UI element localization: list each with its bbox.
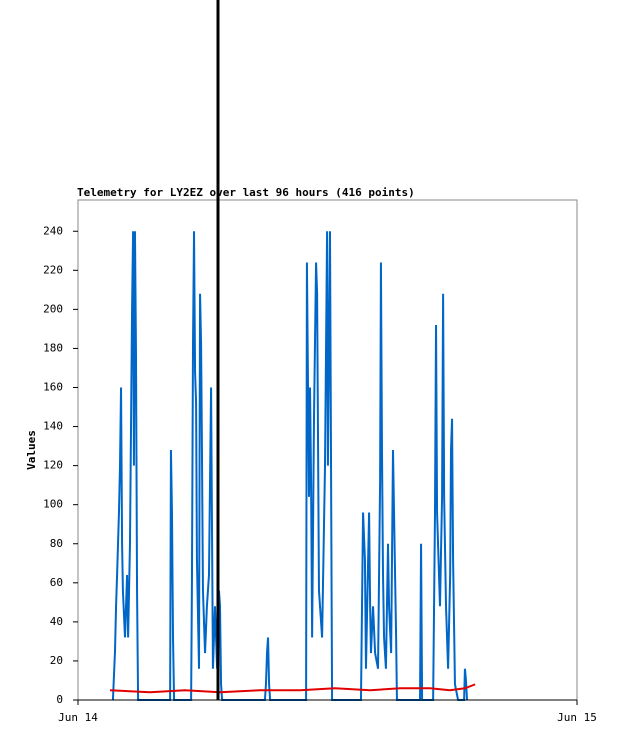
y-tick-label: 140 <box>43 420 63 433</box>
y-tick-label: 120 <box>43 459 63 472</box>
chart-title: Telemetry for LY2EZ over last 96 hours (… <box>77 186 415 199</box>
y-tick-label: 60 <box>50 576 63 589</box>
y-tick-label: 80 <box>50 537 63 550</box>
y-tick-label: 160 <box>43 381 63 394</box>
y-tick-label: 180 <box>43 341 63 354</box>
y-tick-label: 200 <box>43 302 63 315</box>
x-tick-label: Jun 15 <box>557 711 597 724</box>
y-axis-label: Values <box>25 430 38 470</box>
y-tick-label: 0 <box>56 693 63 706</box>
y-tick-label: 240 <box>43 224 63 237</box>
series-line <box>109 683 476 694</box>
series-line <box>111 231 469 701</box>
y-tick-label: 20 <box>50 654 63 667</box>
y-tick-label: 220 <box>43 263 63 276</box>
y-tick-label: 40 <box>50 615 63 628</box>
x-tick-label: Jun 14 <box>58 711 98 724</box>
y-tick-label: 100 <box>43 498 63 511</box>
